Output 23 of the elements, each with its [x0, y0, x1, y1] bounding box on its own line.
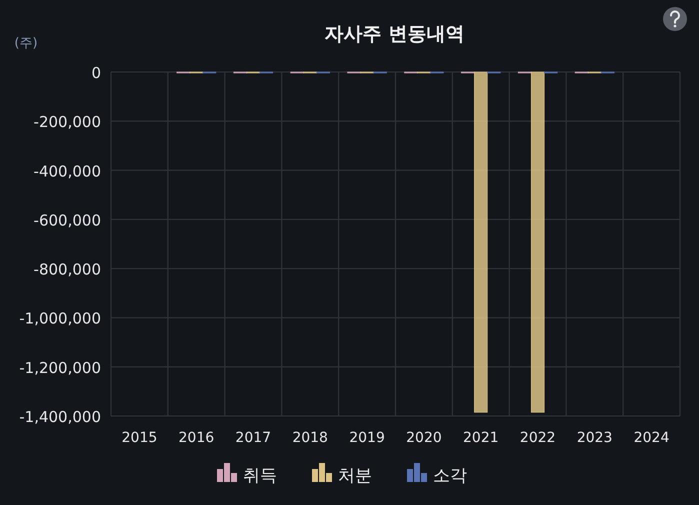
legend-label: 소각: [433, 466, 467, 486]
x-tick-label: 2019: [349, 430, 385, 446]
x-tick-label: 2023: [576, 430, 612, 446]
x-tick-label: 2021: [463, 430, 499, 446]
y-tick-label: -1,000,000: [19, 310, 101, 328]
x-tick-label: 2016: [178, 430, 214, 446]
chart-title: 자사주 변동내역: [324, 23, 464, 45]
y-tick-label: -400,000: [34, 162, 101, 180]
y-axis-title: (주): [14, 36, 38, 51]
x-tick-label: 2020: [406, 430, 442, 446]
x-tick-label: 2024: [634, 430, 670, 446]
y-tick-label: -1,400,000: [19, 408, 101, 426]
y-tick-label: -800,000: [34, 260, 101, 279]
y-tick-label: 0: [91, 64, 101, 82]
x-tick-label: 2022: [520, 430, 556, 446]
x-tick-label: 2017: [235, 430, 272, 446]
legend-label: 취득: [243, 466, 277, 486]
legend-label: 처분: [338, 466, 372, 486]
x-tick-label: 2015: [122, 430, 158, 446]
y-tick-label: -200,000: [34, 113, 101, 132]
y-tick-label: -600,000: [34, 211, 101, 230]
y-tick-label: -1,200,000: [19, 358, 101, 377]
x-tick-label: 2018: [292, 430, 328, 446]
